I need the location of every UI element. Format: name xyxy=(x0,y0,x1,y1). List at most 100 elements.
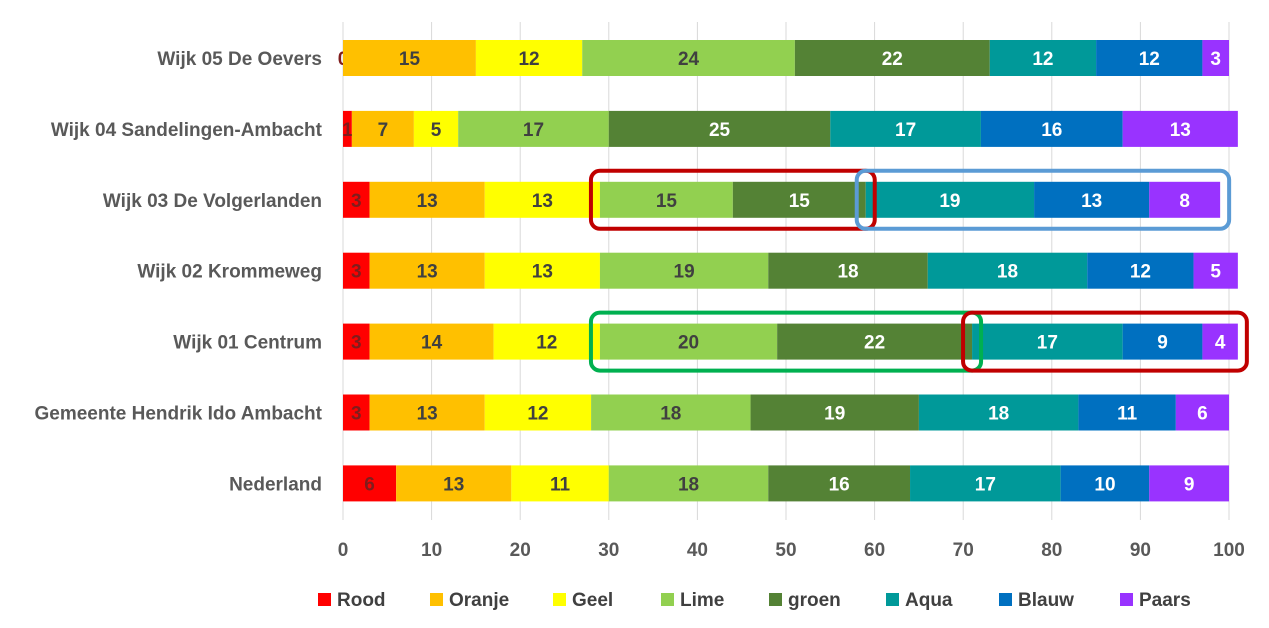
bar-segment-groen xyxy=(777,323,973,360)
category-label: Wijk 05 De Oevers xyxy=(157,49,322,70)
data-label-geel: 13 xyxy=(532,191,553,212)
data-label-lime: 17 xyxy=(523,120,544,141)
bar-segment-blauw xyxy=(1087,252,1194,289)
data-label-lime: 20 xyxy=(678,333,699,354)
bar-segment-groen xyxy=(768,465,911,502)
data-label-aqua: 19 xyxy=(939,191,960,212)
data-label-geel: 12 xyxy=(518,49,539,70)
data-label-rood: 3 xyxy=(351,191,362,212)
bar-segment-blauw xyxy=(1096,40,1203,76)
bar-segment-oranje xyxy=(369,394,485,431)
bar-segment-oranje xyxy=(369,323,494,360)
legend-label-blauw: Blauw xyxy=(1018,590,1074,611)
legend-label-paars: Paars xyxy=(1139,590,1191,611)
legend-label-geel: Geel xyxy=(572,590,613,611)
bar-segment-geel xyxy=(493,323,600,360)
data-label-geel: 12 xyxy=(536,333,557,354)
bar-segment-lime xyxy=(599,181,733,218)
bar-segment-aqua xyxy=(989,40,1097,76)
bar-segment-blauw xyxy=(1122,323,1203,360)
bar-segment-aqua xyxy=(830,110,981,147)
data-label-oranje: 13 xyxy=(417,191,438,212)
bar-segment-blauw xyxy=(980,110,1123,147)
data-label-rood: 6 xyxy=(364,474,375,495)
legend-swatch-blauw xyxy=(999,593,1012,606)
bar-segment-paars xyxy=(1193,252,1238,289)
bar-segment-oranje xyxy=(351,110,414,147)
category-labels: Wijk 05 De Oevers Wijk 04 Sandelingen-Amb… xyxy=(34,49,322,495)
data-label-paars: 5 xyxy=(1210,262,1221,283)
x-tick-label: 20 xyxy=(510,540,531,561)
bar-segment-lime xyxy=(599,252,769,289)
x-tick-label: 80 xyxy=(1041,540,1062,561)
data-label-groen: 25 xyxy=(709,120,731,141)
bar-segment-geel xyxy=(484,252,600,289)
data-label-geel: 13 xyxy=(532,262,553,283)
data-label-aqua: 17 xyxy=(975,474,996,495)
legend-swatch-groen xyxy=(769,593,782,606)
data-label-paars: 6 xyxy=(1197,404,1208,425)
bar-segment-paars xyxy=(1202,323,1238,360)
x-tick-label: 0 xyxy=(338,540,349,561)
bar-segment-rood xyxy=(343,465,397,502)
data-label-lime: 18 xyxy=(660,404,681,425)
legend-swatch-oranje xyxy=(430,593,443,606)
bar-segment-groen xyxy=(732,181,866,218)
data-label-rood: 3 xyxy=(351,333,362,354)
x-tick-label: 60 xyxy=(864,540,885,561)
bar-segment-rood xyxy=(343,252,370,289)
legend: Rood Oranje Geel Lime groen Aqua Blauw Paars xyxy=(318,590,1191,611)
bar-segment-oranje xyxy=(343,40,476,76)
data-label-groen: 22 xyxy=(864,333,885,354)
data-label-geel: 12 xyxy=(527,404,548,425)
legend-label-oranje: Oranje xyxy=(449,590,509,611)
bar-segment-paars xyxy=(1175,394,1229,431)
data-label-groen: 18 xyxy=(837,262,858,283)
data-label-oranje: 15 xyxy=(399,49,421,70)
x-tick-label: 40 xyxy=(687,540,708,561)
bar-segment-geel xyxy=(511,465,609,502)
legend-swatch-geel xyxy=(553,593,566,606)
bar-segment-geel xyxy=(484,181,600,218)
bar-segment-groen xyxy=(608,110,831,147)
legend-label-groen: groen xyxy=(788,590,841,611)
bar-segment-blauw xyxy=(1034,181,1150,218)
data-label-blauw: 13 xyxy=(1081,191,1102,212)
category-label: Wijk 02 Krommeweg xyxy=(137,262,322,283)
data-label-oranje: 7 xyxy=(378,120,389,141)
highlight-box xyxy=(588,310,984,373)
data-label-groen: 15 xyxy=(789,191,811,212)
bar-segment-blauw xyxy=(1078,394,1176,431)
x-tick-label: 50 xyxy=(775,540,796,561)
bar-segment-paars xyxy=(1149,465,1229,502)
bar-segment-aqua xyxy=(910,465,1061,502)
data-label-groen: 19 xyxy=(824,404,845,425)
bar-segment-paars xyxy=(1202,40,1229,76)
data-label-aqua: 17 xyxy=(1037,333,1058,354)
legend-swatch-lime xyxy=(661,593,674,606)
bars: 0151224221212317517251716133131315151913… xyxy=(338,40,1238,502)
legend-label-aqua: Aqua xyxy=(905,590,953,611)
bar-segment-rood xyxy=(343,181,370,218)
bar-segment-lime xyxy=(582,40,795,76)
x-axis-tick-labels: 0 10 20 30 40 50 60 70 80 90 100 xyxy=(338,540,1245,561)
bar-segment-oranje xyxy=(369,252,485,289)
data-label-paars: 3 xyxy=(1210,49,1221,70)
bar-segment-blauw xyxy=(1060,465,1150,502)
data-label-oranje: 13 xyxy=(417,404,438,425)
x-tick-label: 30 xyxy=(598,540,619,561)
data-label-oranje: 13 xyxy=(417,262,438,283)
data-label-groen: 16 xyxy=(829,474,850,495)
data-label-blauw: 12 xyxy=(1130,262,1151,283)
bar-segment-aqua xyxy=(972,323,1123,360)
bar-segment-geel xyxy=(413,110,459,147)
legend-label-lime: Lime xyxy=(680,590,724,611)
category-label: Wijk 03 De Volgerlanden xyxy=(103,191,322,212)
bar-segment-lime xyxy=(458,110,609,147)
bar-segment-oranje xyxy=(369,181,485,218)
bar-segment-lime xyxy=(608,465,769,502)
bar-segment-aqua xyxy=(865,181,1035,218)
data-label-geel: 11 xyxy=(550,474,571,495)
category-label: Gemeente Hendrik Ido Ambacht xyxy=(34,404,322,425)
legend-label-rood: Rood xyxy=(337,590,386,611)
